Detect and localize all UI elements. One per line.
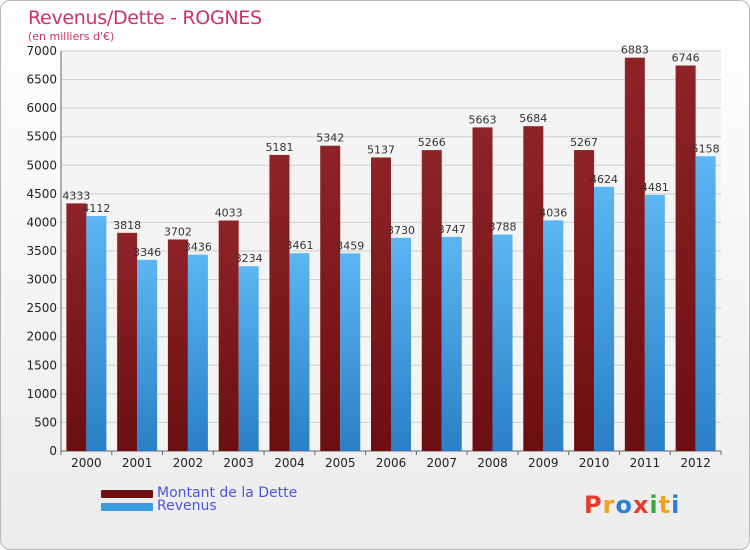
bar-dette (269, 154, 290, 451)
data-label-revenus: 3234 (235, 252, 263, 265)
data-label-dette: 5663 (469, 113, 497, 126)
bar-dette (523, 126, 544, 451)
bar-revenus (391, 237, 411, 451)
data-label-revenus: 3730 (387, 224, 415, 237)
bar-revenus (594, 186, 615, 451)
data-label-dette: 4033 (215, 207, 243, 220)
bar-revenus (340, 253, 361, 451)
bar-revenus (238, 266, 259, 451)
y-tick-label: 1500 (26, 358, 57, 372)
x-tick-label: 2012 (680, 456, 711, 470)
x-tick-label: 2004 (274, 456, 305, 470)
data-label-dette: 5137 (367, 143, 395, 156)
y-tick-label: 4500 (26, 187, 57, 201)
legend-swatch-dette (101, 489, 153, 498)
data-label-revenus: 3436 (184, 241, 212, 254)
x-tick-label: 2008 (477, 456, 508, 470)
x-tick-label: 2006 (376, 456, 407, 470)
x-tick-label: 2003 (223, 456, 254, 470)
legend-item-dette: Montant de la Dette (101, 485, 298, 501)
logo-letter: P (584, 491, 603, 519)
data-label-dette: 6883 (621, 44, 649, 57)
data-label-dette: 3818 (113, 219, 141, 232)
chart-subtitle: (en milliers d'€) (28, 30, 115, 43)
y-tick-label: 7000 (26, 44, 57, 58)
logo-letter: i (671, 491, 681, 519)
bar-revenus (187, 254, 208, 451)
y-tick-label: 6000 (26, 101, 57, 115)
data-label-revenus: 4112 (82, 202, 110, 215)
data-label-dette: 5684 (519, 112, 547, 125)
x-tick-label: 2002 (173, 456, 204, 470)
data-label-dette: 5266 (418, 136, 446, 149)
data-label-revenus: 4036 (539, 206, 567, 219)
logo-letter: x (632, 491, 650, 519)
data-label-dette: 5267 (570, 136, 598, 149)
data-label-revenus: 3459 (336, 239, 364, 252)
y-tick-label: 1000 (26, 387, 57, 401)
x-tick-label: 2000 (71, 456, 102, 470)
legend-swatch-revenus (101, 502, 153, 511)
x-tick-label: 2009 (528, 456, 559, 470)
bar-revenus (644, 194, 665, 451)
data-label-revenus: 3461 (285, 239, 313, 252)
data-label-dette: 6746 (672, 52, 700, 65)
bar-revenus (86, 216, 107, 451)
data-label-revenus: 4481 (641, 181, 669, 194)
bar-dette (218, 220, 239, 451)
bar-dette (472, 127, 493, 452)
data-label-revenus: 5158 (692, 142, 720, 155)
legend-item-revenus: Revenus (101, 498, 297, 514)
y-tick-label: 0 (49, 444, 57, 458)
bar-revenus (289, 253, 310, 451)
x-tick-label: 2007 (426, 456, 457, 470)
data-label-dette: 3702 (164, 225, 192, 238)
data-label-dette: 4333 (62, 189, 90, 202)
proxiti-logo: Proxiti (584, 491, 680, 519)
bar-dette (320, 145, 341, 451)
data-label-dette: 5342 (316, 132, 344, 145)
bar-dette (66, 203, 87, 451)
y-tick-label: 6500 (26, 73, 57, 87)
bar-revenus (492, 234, 513, 451)
chart-title: Revenus/Dette - ROGNES (28, 7, 262, 29)
data-label-revenus: 3346 (133, 246, 161, 259)
logo-letter: t (658, 491, 672, 519)
bar-revenus (543, 220, 564, 451)
bar-dette (167, 239, 188, 451)
x-tick-label: 2011 (630, 456, 661, 470)
bar-dette (371, 157, 391, 451)
y-tick-label: 3500 (26, 244, 57, 258)
data-label-revenus: 3747 (438, 223, 466, 236)
y-tick-label: 5500 (26, 130, 57, 144)
bar-revenus (695, 156, 716, 451)
bar-dette (624, 57, 645, 451)
data-label-revenus: 3788 (489, 221, 517, 234)
y-tick-label: 500 (34, 415, 57, 429)
bar-dette (421, 150, 442, 452)
x-tick-label: 2001 (122, 456, 153, 470)
legend-label-revenus: Revenus (157, 498, 217, 514)
y-tick-label: 2000 (26, 330, 57, 344)
logo-letter: o (615, 491, 633, 519)
legend: Montant de la Dette Revenus (101, 485, 298, 514)
bar-dette (675, 65, 696, 451)
x-tick-label: 2010 (579, 456, 610, 470)
y-tick-label: 3000 (26, 273, 57, 287)
y-tick-label: 4000 (26, 215, 57, 229)
logo-letter: i (649, 491, 659, 519)
bar-dette (574, 150, 595, 451)
bar-revenus (137, 259, 158, 451)
y-tick-label: 2500 (26, 301, 57, 315)
legend-label-dette: Montant de la Dette (157, 485, 298, 501)
data-label-revenus: 4624 (590, 173, 618, 186)
x-tick-label: 2005 (325, 456, 356, 470)
y-tick-label: 5000 (26, 158, 57, 172)
bar-revenus (441, 236, 462, 451)
data-label-dette: 5181 (265, 141, 293, 154)
bar-dette (117, 232, 138, 451)
logo-letter: r (602, 491, 616, 519)
